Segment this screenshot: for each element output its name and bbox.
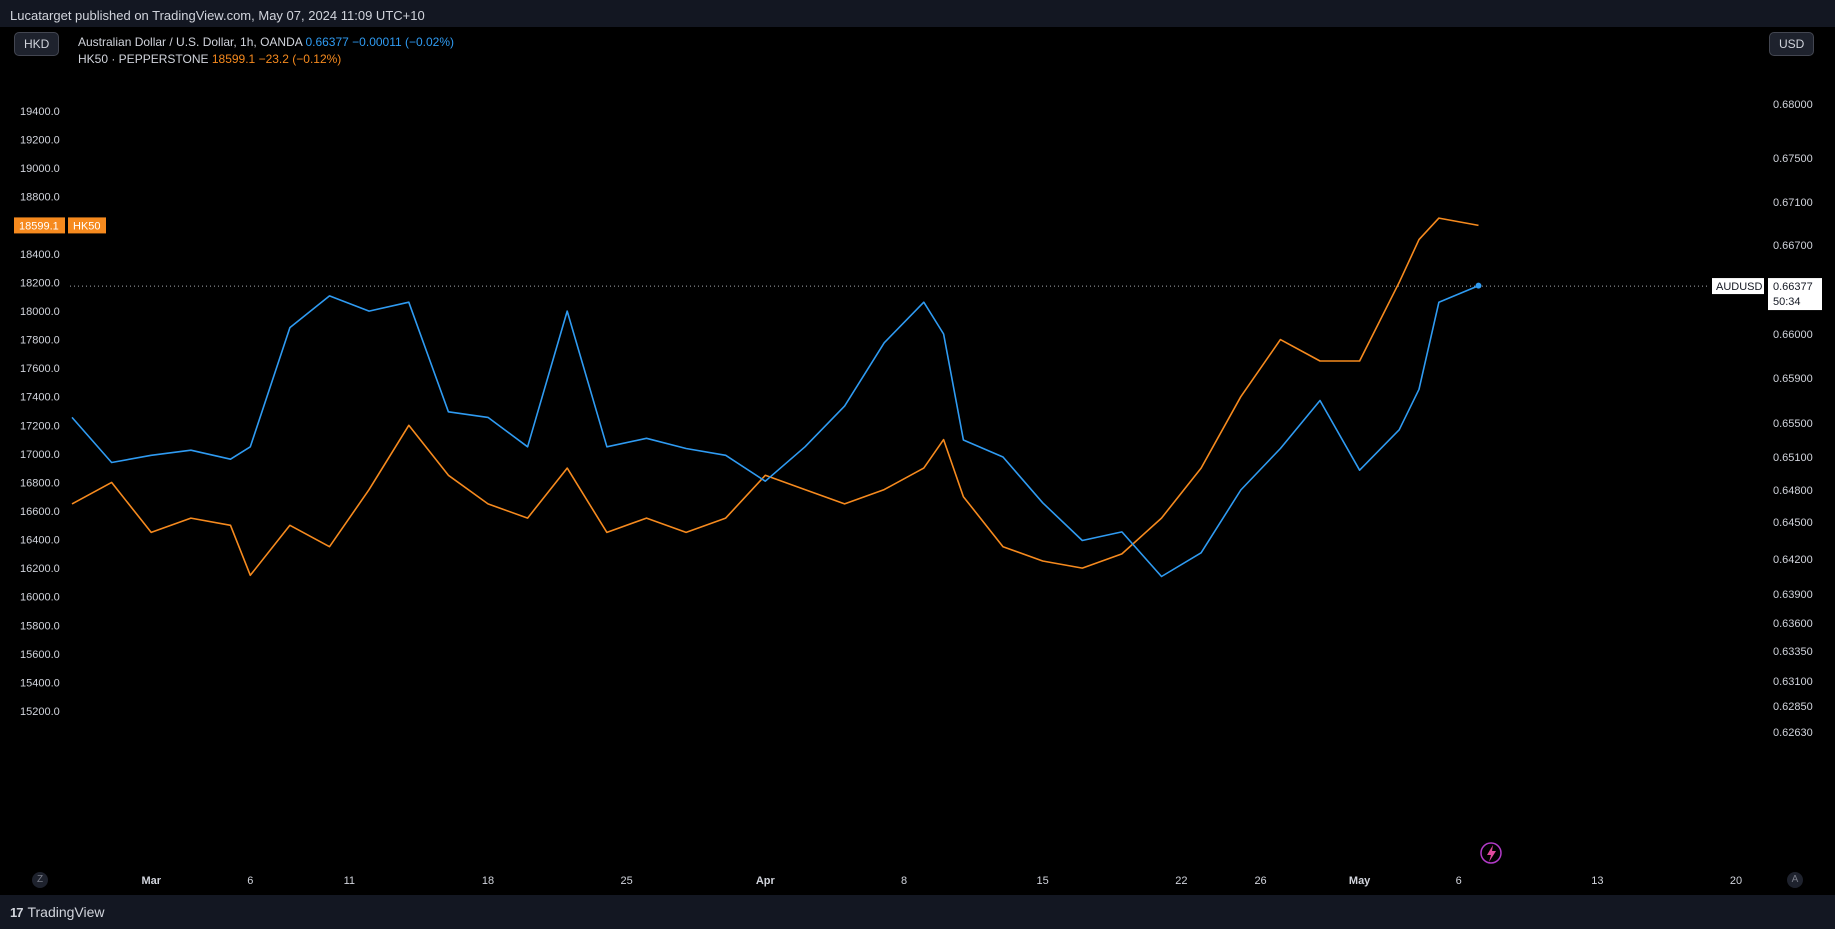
- right-axis-tick-label: 0.65900: [1773, 373, 1813, 385]
- left-currency-badge[interactable]: HKD: [14, 32, 60, 56]
- legend-series-change: −23.2 (−0.12%): [258, 52, 342, 66]
- left-axis-tick-label: 19400.0: [20, 106, 60, 118]
- right-axis-tick-label: 0.63600: [1773, 618, 1813, 630]
- time-axis-tick-label: 15: [1037, 875, 1049, 887]
- bar-countdown: 50:34: [1773, 296, 1801, 308]
- time-axis-tick-label: 25: [621, 875, 633, 887]
- zoom-reset-button[interactable]: Z: [32, 872, 48, 888]
- tradingview-brand-text: TradingView: [27, 904, 105, 920]
- audusd-symbol-tag: AUDUSD: [1716, 281, 1763, 293]
- audusd-last-price-label: AUDUSD 0.66377 50:34: [1712, 278, 1822, 311]
- left-axis-tick-label: 16000.0: [20, 592, 60, 604]
- time-axis-tick-label: Mar: [141, 875, 161, 887]
- left-axis-tick-label: 17800.0: [20, 335, 60, 347]
- right-axis-tick-label: 0.65500: [1773, 418, 1813, 430]
- publish-info-text: Lucatarget published on TradingView.com,…: [10, 8, 425, 23]
- right-axis-tick-label: 0.64500: [1773, 517, 1813, 529]
- audusd-last-point: [1475, 282, 1482, 289]
- legend-series-value: 0.66377: [305, 35, 349, 49]
- footer-bar: 17 TradingView: [0, 895, 1835, 929]
- left-axis-tick-label: 15400.0: [20, 677, 60, 689]
- hk50-last-price-value: 18599.1: [19, 220, 59, 232]
- time-axis-tick-label: 26: [1254, 875, 1266, 887]
- right-axis-tick-label: 0.63350: [1773, 646, 1813, 658]
- legend-series-name: HK50 · PEPPERSTONE: [78, 52, 209, 66]
- snapshot-icon[interactable]: [1480, 842, 1502, 864]
- right-axis-tick-label: 0.63900: [1773, 589, 1813, 601]
- left-axis-tick-label: 16600.0: [20, 506, 60, 518]
- time-axis-tick-label: 20: [1730, 875, 1742, 887]
- left-axis-tick-label: 15600.0: [20, 649, 60, 661]
- right-axis-tick-label: 0.67500: [1773, 153, 1813, 165]
- left-axis-tick-label: 16400.0: [20, 535, 60, 547]
- right-axis-tick-label: 0.64800: [1773, 485, 1813, 497]
- left-axis-tick-label: 19000.0: [20, 163, 60, 175]
- chart-legend: Australian Dollar / U.S. Dollar, 1h, OAN…: [78, 34, 454, 68]
- tradingview-logo[interactable]: 17 TradingView: [10, 904, 105, 920]
- left-axis-tick-label: 15200.0: [20, 706, 60, 718]
- time-axis-tick-label: 8: [901, 875, 907, 887]
- legend-series-value: 18599.1: [211, 52, 256, 66]
- left-axis-tick-label: 17600.0: [20, 363, 60, 375]
- left-axis-tick-label: 16200.0: [20, 563, 60, 575]
- right-axis-tick-label: 0.62850: [1773, 701, 1813, 713]
- hk50-symbol-tag: HK50: [73, 220, 101, 232]
- chart-area[interactable]: 19400.019200.019000.018800.018600.018400…: [0, 27, 1835, 895]
- left-axis-tick-label: 18200.0: [20, 277, 60, 289]
- chart-svg[interactable]: 19400.019200.019000.018800.018600.018400…: [0, 27, 1835, 895]
- left-axis-tick-label: 18000.0: [20, 306, 60, 318]
- left-axis-tick-label: 18400.0: [20, 249, 60, 261]
- left-price-axis[interactable]: 19400.019200.019000.018800.018600.018400…: [20, 106, 60, 718]
- right-axis-tick-label: 0.62630: [1773, 727, 1813, 739]
- tradingview-logo-icon: 17: [10, 904, 24, 920]
- left-axis-tick-label: 16800.0: [20, 477, 60, 489]
- right-axis-tick-label: 0.66700: [1773, 240, 1813, 252]
- right-axis-tick-label: 0.63100: [1773, 676, 1813, 688]
- audusd-series-line[interactable]: [71, 284, 1479, 578]
- right-axis-tick-label: 0.65100: [1773, 452, 1813, 464]
- right-axis-tick-label: 0.67100: [1773, 197, 1813, 209]
- auto-scale-button[interactable]: A: [1787, 872, 1803, 888]
- time-axis-tick-label: 11: [344, 875, 355, 887]
- time-axis-tick-label: 13: [1591, 875, 1603, 887]
- legend-row-hk50[interactable]: HK50 · PEPPERSTONE 18599.1 −23.2 (−0.12%…: [78, 51, 454, 68]
- audusd-last-price-value: 0.66377: [1773, 281, 1813, 293]
- time-axis-tick-label: 18: [482, 875, 494, 887]
- legend-series-change: −0.00011 (−0.02%): [352, 35, 455, 49]
- left-axis-tick-label: 17000.0: [20, 449, 60, 461]
- right-axis-tick-label: 0.68000: [1773, 99, 1813, 111]
- time-axis-tick-label: Apr: [756, 875, 776, 887]
- left-axis-tick-label: 17400.0: [20, 392, 60, 404]
- hk50-series-line[interactable]: [71, 217, 1479, 577]
- right-price-axis[interactable]: 0.68000 0.67500 0.67100 0.66700 0.66000 0.659…: [1773, 99, 1813, 739]
- time-axis-tick-label: 6: [1456, 875, 1462, 887]
- time-axis-tick-label: 22: [1175, 875, 1187, 887]
- right-axis-tick-label: 0.66000: [1773, 329, 1813, 341]
- right-currency-badge[interactable]: USD: [1769, 32, 1815, 56]
- time-axis-tick-label: 6: [247, 875, 253, 887]
- right-axis-tick-label: 0.64200: [1773, 554, 1813, 566]
- legend-series-name: Australian Dollar / U.S. Dollar, 1h, OAN…: [78, 35, 303, 49]
- legend-row-audusd[interactable]: Australian Dollar / U.S. Dollar, 1h, OAN…: [78, 34, 454, 51]
- time-axis[interactable]: Mar 6 11 18 25 Apr 8 15 22 26 May 6 13 20: [141, 875, 1742, 887]
- left-axis-tick-label: 18800.0: [20, 192, 60, 204]
- left-axis-tick-label: 15800.0: [20, 620, 60, 632]
- hk50-last-price-label: 18599.1 HK50: [14, 217, 106, 234]
- publish-header: Lucatarget published on TradingView.com,…: [0, 0, 1835, 27]
- left-axis-tick-label: 19200.0: [20, 135, 60, 147]
- time-axis-tick-label: May: [1349, 875, 1371, 887]
- left-axis-tick-label: 17200.0: [20, 420, 60, 432]
